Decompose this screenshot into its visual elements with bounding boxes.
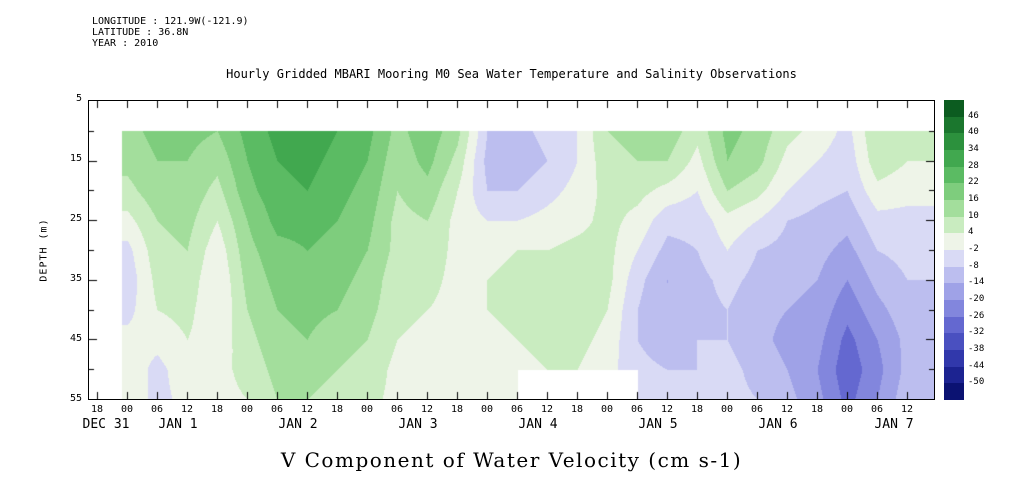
x-tick-label: 18 bbox=[810, 404, 824, 415]
y-axis-label: DEPTH (m) bbox=[38, 218, 50, 282]
colorbar-tick-label: 10 bbox=[968, 210, 979, 221]
colorbar-tick-label: -20 bbox=[968, 294, 985, 304]
x-tick-label: 18 bbox=[450, 404, 464, 415]
year-label: YEAR : 2010 bbox=[92, 38, 159, 49]
x-tick-label: 18 bbox=[210, 404, 224, 415]
colorbar-segment bbox=[944, 150, 964, 167]
colorbar-segment bbox=[944, 366, 964, 384]
x-date-label: JAN 5 bbox=[638, 417, 678, 432]
x-tick-label: 00 bbox=[480, 404, 494, 415]
x-tick-label: 18 bbox=[570, 404, 584, 415]
colorbar-tick-label: -26 bbox=[968, 310, 985, 321]
y-tick-label: 55 bbox=[69, 393, 82, 404]
colorbar-segment bbox=[944, 300, 964, 317]
colorbar-segment bbox=[944, 316, 964, 334]
x-tick-label: 00 bbox=[840, 404, 854, 415]
x-tick-label: 06 bbox=[510, 404, 524, 415]
x-tick-label: 18 bbox=[690, 404, 704, 415]
colorbar-segment bbox=[944, 350, 964, 367]
colorbar-segment bbox=[944, 283, 964, 301]
x-tick-label: 12 bbox=[780, 404, 794, 415]
x-tick-label: 12 bbox=[660, 404, 674, 415]
x-tick-label: 06 bbox=[270, 404, 284, 415]
colorbar-segment bbox=[944, 133, 964, 151]
x-date-label: JAN 7 bbox=[874, 417, 914, 432]
colorbar-segment bbox=[944, 233, 964, 251]
colorbar-tick-label: -38 bbox=[968, 344, 985, 354]
x-tick-label: 00 bbox=[600, 404, 614, 415]
plot-title: Hourly Gridded MBARI Mooring M0 Sea Wate… bbox=[226, 67, 797, 81]
colorbar-tick-label: -44 bbox=[968, 360, 985, 371]
x-date-label: DEC 31 bbox=[82, 417, 130, 432]
colorbar-segment bbox=[944, 183, 964, 201]
x-tick-label: 00 bbox=[360, 404, 374, 415]
colorbar-segment bbox=[944, 100, 964, 117]
x-tick-label: 06 bbox=[630, 404, 644, 415]
colorbar-segment bbox=[944, 333, 964, 351]
colorbar-tick-label: -50 bbox=[968, 377, 985, 388]
colorbar-segment bbox=[944, 216, 964, 234]
x-tick-label: 06 bbox=[870, 404, 884, 415]
latitude-label: LATITUDE : 36.8N bbox=[92, 27, 189, 38]
x-tick-label: 12 bbox=[900, 404, 914, 415]
colorbar-tick-label: -8 bbox=[968, 260, 979, 271]
x-date-label: JAN 3 bbox=[398, 417, 438, 432]
x-tick-label: 06 bbox=[150, 404, 164, 415]
colorbar-segment bbox=[944, 166, 964, 184]
x-tick-label: 18 bbox=[330, 404, 344, 415]
heatmap-canvas bbox=[89, 101, 934, 399]
y-tick-label: 15 bbox=[69, 153, 82, 164]
colorbar-tick-label: 40 bbox=[968, 127, 979, 138]
colorbar-tick-label: 28 bbox=[968, 160, 979, 171]
x-tick-label: 00 bbox=[240, 404, 254, 415]
y-tick-label: 35 bbox=[69, 273, 82, 284]
x-tick-label: 06 bbox=[750, 404, 764, 415]
x-date-label: JAN 1 bbox=[158, 417, 198, 432]
y-tick-label: 45 bbox=[69, 333, 82, 344]
colorbar-tick-label: 22 bbox=[968, 177, 979, 188]
colorbar-tick-label: -14 bbox=[968, 277, 985, 288]
colorbar-segment bbox=[944, 116, 964, 134]
x-tick-label: 12 bbox=[180, 404, 194, 415]
colorbar-tick-label: 34 bbox=[968, 144, 979, 154]
x-date-label: JAN 2 bbox=[278, 417, 318, 432]
colorbar-tick-label: -32 bbox=[968, 327, 985, 338]
x-tick-label: 00 bbox=[720, 404, 734, 415]
colorbar-tick-label: 16 bbox=[968, 194, 979, 204]
colorbar-segment bbox=[944, 383, 964, 401]
x-tick-label: 12 bbox=[420, 404, 434, 415]
plot-area bbox=[88, 100, 935, 400]
x-tick-label: 00 bbox=[120, 404, 134, 415]
colorbar-tick-label: -2 bbox=[968, 244, 979, 254]
y-tick-label: 5 bbox=[75, 93, 82, 104]
x-tick-label: 12 bbox=[300, 404, 314, 415]
colorbar-segment bbox=[944, 200, 964, 217]
x-tick-label: 12 bbox=[540, 404, 554, 415]
colorbar-tick-label: 4 bbox=[968, 227, 974, 238]
x-date-label: JAN 6 bbox=[758, 417, 798, 432]
longitude-label: LONGITUDE : 121.9W(-121.9) bbox=[92, 16, 249, 27]
x-date-label: JAN 4 bbox=[518, 417, 558, 432]
colorbar-segment bbox=[944, 266, 964, 284]
x-tick-label: 06 bbox=[390, 404, 404, 415]
y-tick-label: 25 bbox=[69, 213, 82, 224]
colorbar-tick-label: 46 bbox=[968, 110, 979, 121]
colorbar bbox=[944, 100, 964, 401]
colorbar-segment bbox=[944, 250, 964, 267]
x-tick-label: 18 bbox=[90, 404, 104, 415]
caption: V Component of Water Velocity (cm s-1) bbox=[280, 448, 743, 472]
